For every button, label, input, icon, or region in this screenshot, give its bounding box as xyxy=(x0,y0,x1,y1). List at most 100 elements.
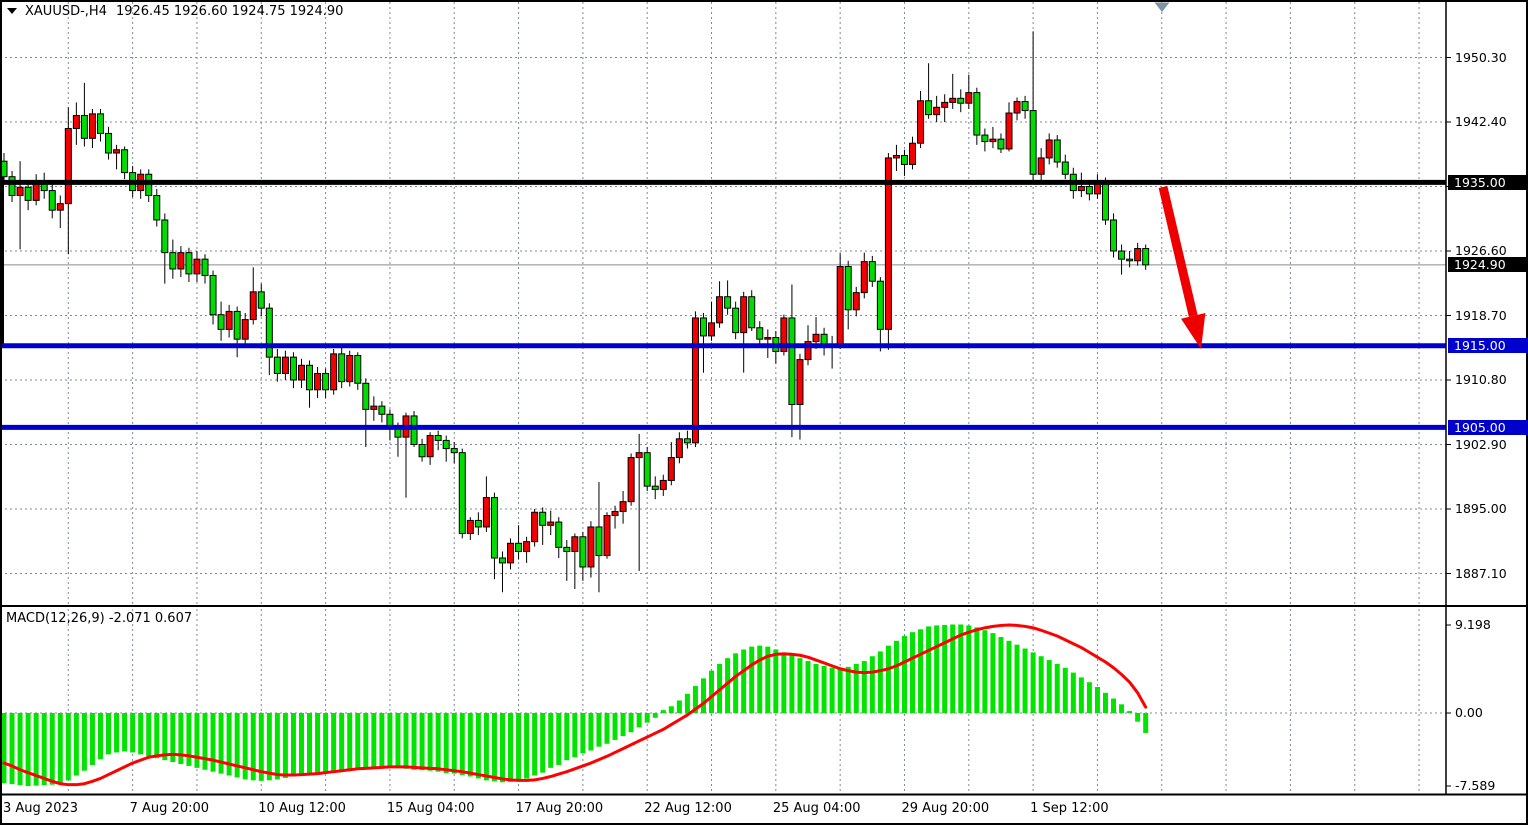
price-axis-label: 1926.60 xyxy=(1455,243,1507,258)
macd-histogram-bar xyxy=(73,713,79,776)
macd-histogram-bar xyxy=(427,713,433,771)
macd-histogram-bar xyxy=(668,706,674,713)
macd-histogram-bar xyxy=(644,713,650,723)
candle-bear xyxy=(306,364,314,391)
candle-bull xyxy=(426,435,434,458)
candle-bear xyxy=(1110,219,1118,252)
macd-histogram-bar xyxy=(540,713,546,773)
candle-bull xyxy=(241,319,249,340)
candle-bear xyxy=(169,252,177,270)
macd-histogram-bar xyxy=(853,663,859,713)
macd-histogram-bar xyxy=(1022,648,1028,713)
candle-bear xyxy=(434,435,442,441)
macd-histogram-bar xyxy=(178,713,184,764)
candle-bear xyxy=(8,176,16,196)
macd-histogram-bar xyxy=(556,713,562,765)
macd-histogram-bar xyxy=(837,667,843,713)
candle-bear xyxy=(876,280,884,330)
macd-histogram-bar xyxy=(290,713,296,777)
candle-bull xyxy=(531,511,539,543)
candle-bull xyxy=(281,356,289,374)
candle-bull xyxy=(611,510,619,517)
candle-bear xyxy=(1061,161,1069,175)
candle-bull xyxy=(523,541,531,552)
macd-histogram-bar xyxy=(218,713,224,774)
trend-arrow-shaft[interactable] xyxy=(1158,185,1198,317)
candle-bull xyxy=(796,359,804,405)
macd-axis-label: 9.198 xyxy=(1455,617,1491,632)
macd-histogram-bar xyxy=(532,713,538,776)
macd-histogram-bar xyxy=(1086,682,1092,713)
candle-bear xyxy=(96,113,104,134)
candle-bull xyxy=(667,457,675,481)
macd-histogram-bar xyxy=(942,624,948,713)
macd-histogram-bar xyxy=(1070,672,1076,713)
macd-histogram-bar xyxy=(548,713,554,768)
macd-histogram-bar xyxy=(226,713,232,776)
candle-bull xyxy=(466,519,474,534)
candle-bull xyxy=(16,186,24,196)
candle-bull xyxy=(314,372,322,391)
macd-histogram-bar xyxy=(733,653,739,713)
candle-bear xyxy=(1053,139,1061,163)
macd-histogram-bar xyxy=(564,713,570,761)
trend-arrow-head[interactable] xyxy=(1181,313,1206,349)
candle-bear xyxy=(643,452,651,487)
macd-histogram-bar xyxy=(1006,640,1012,713)
candle-bear xyxy=(418,444,426,458)
time-axis-label: 29 Aug 20:00 xyxy=(901,801,990,816)
macd-histogram-bar xyxy=(741,649,747,713)
macd-histogram-bar xyxy=(274,713,280,780)
candle-bull xyxy=(917,100,925,144)
macd-histogram-bar xyxy=(242,713,248,780)
macd-histogram-bar xyxy=(676,700,682,713)
macd-histogram-bar xyxy=(789,655,795,713)
macd-histogram-bar xyxy=(781,652,787,713)
candle-bear xyxy=(925,100,933,116)
candle-bear xyxy=(1118,250,1126,260)
macd-histogram-bar xyxy=(97,713,103,760)
candle-bear xyxy=(24,186,32,201)
candle-bear xyxy=(515,542,523,552)
price-axis-label: 1942.40 xyxy=(1455,114,1507,129)
macd-histogram-bar xyxy=(403,713,409,769)
candle-bull xyxy=(225,310,233,330)
macd-histogram-bar xyxy=(861,661,867,713)
macd-histogram-bar xyxy=(106,713,112,755)
candle-bull xyxy=(571,536,579,552)
macd-histogram-bar xyxy=(660,710,666,713)
time-axis-label: 17 Aug 20:00 xyxy=(515,801,604,816)
candle-bull xyxy=(297,364,305,381)
time-axis-label: 1 Sep 12:00 xyxy=(1030,801,1109,816)
candle-bear xyxy=(748,296,756,329)
macd-histogram-bar xyxy=(700,678,706,713)
candle-bear xyxy=(209,274,217,316)
candle-bear xyxy=(362,382,370,410)
macd-histogram-bar xyxy=(114,713,120,753)
macd-histogram-bar xyxy=(612,713,618,740)
candle-bull xyxy=(88,113,96,139)
macd-histogram-bar xyxy=(387,713,393,768)
candle-bull xyxy=(1037,157,1045,175)
symbol-dropdown-icon[interactable] xyxy=(7,8,17,14)
macd-histogram-bar xyxy=(572,713,578,758)
candle-bull xyxy=(370,405,378,410)
macd-histogram-bar xyxy=(499,713,505,783)
macd-histogram-bar xyxy=(829,667,835,713)
candle-bull xyxy=(482,497,490,528)
macd-histogram-bar xyxy=(17,713,23,786)
macd-histogram-bar xyxy=(845,666,851,713)
candle-bull xyxy=(56,203,64,211)
candle-bear xyxy=(732,307,740,334)
candle-bear xyxy=(1085,186,1093,195)
price-level-badge: 1905.00 xyxy=(1448,419,1528,435)
candle-bear xyxy=(265,307,273,358)
candle-bear xyxy=(474,519,482,528)
candle-bear xyxy=(788,317,796,405)
macd-histogram-bar xyxy=(990,633,996,713)
candle-bull xyxy=(989,138,997,143)
macd-histogram-bar xyxy=(524,713,530,779)
candle-bull xyxy=(852,292,860,311)
candle-bull xyxy=(346,355,354,383)
